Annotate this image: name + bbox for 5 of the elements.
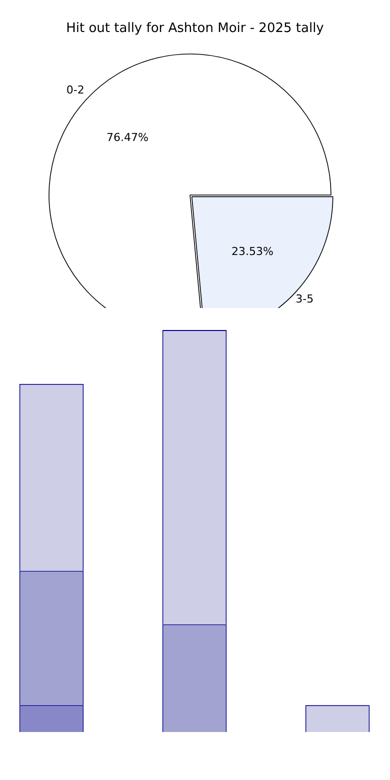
- data-label: 23.53%: [232, 244, 274, 258]
- data-label: 76.47%: [106, 130, 148, 144]
- chart-title: Hit out tally for Ashton Moir - 2025 tally: [65, 21, 325, 36]
- slice-label: 0-2: [66, 83, 84, 96]
- slice-label: 3-5: [296, 292, 314, 306]
